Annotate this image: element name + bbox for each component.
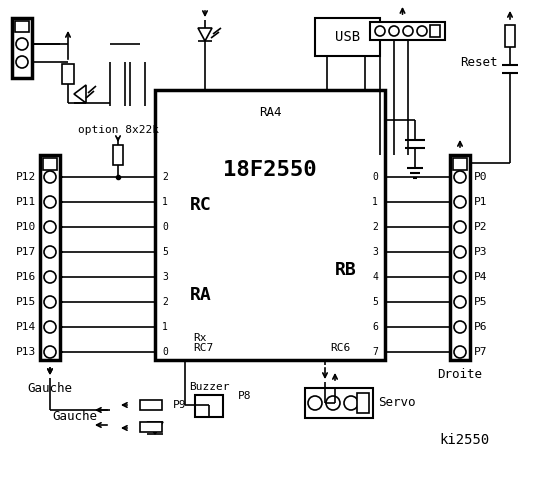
Text: 1: 1: [162, 322, 168, 332]
Text: P9: P9: [173, 400, 187, 410]
Text: 2: 2: [162, 172, 168, 182]
Text: RA: RA: [190, 286, 212, 304]
Text: RC7: RC7: [193, 343, 213, 353]
Text: 2: 2: [372, 222, 378, 232]
Text: 0: 0: [162, 347, 168, 357]
Text: RC6: RC6: [330, 343, 350, 353]
Text: 5: 5: [162, 247, 168, 257]
Bar: [430, 25, 440, 37]
Text: 1: 1: [372, 197, 378, 207]
Text: P2: P2: [474, 222, 488, 232]
Text: P17: P17: [15, 247, 36, 257]
Bar: [370, 22, 445, 40]
Text: P5: P5: [474, 297, 488, 307]
Bar: [43, 158, 57, 170]
Text: RB: RB: [335, 261, 357, 279]
Text: 5: 5: [372, 297, 378, 307]
Bar: [305, 388, 373, 418]
Text: ki2550: ki2550: [440, 433, 490, 447]
Bar: [140, 422, 162, 432]
Bar: [195, 395, 223, 417]
Bar: [155, 90, 385, 360]
Bar: [140, 400, 162, 410]
Text: P4: P4: [474, 272, 488, 282]
Text: 2: 2: [162, 297, 168, 307]
Bar: [12, 18, 32, 78]
Bar: [40, 155, 60, 360]
Bar: [505, 25, 515, 47]
Text: Gauche: Gauche: [28, 382, 72, 395]
Text: Gauche: Gauche: [53, 410, 97, 423]
Text: RC: RC: [190, 196, 212, 214]
Text: 6: 6: [372, 322, 378, 332]
Text: Buzzer: Buzzer: [189, 382, 229, 392]
Bar: [453, 158, 467, 170]
Text: P13: P13: [15, 347, 36, 357]
Text: P8: P8: [238, 391, 252, 401]
Text: Droite: Droite: [437, 368, 483, 381]
Text: P0: P0: [474, 172, 488, 182]
Bar: [315, 18, 380, 56]
Text: 18F2550: 18F2550: [223, 160, 317, 180]
Bar: [15, 21, 29, 32]
Text: P15: P15: [15, 297, 36, 307]
Bar: [450, 155, 470, 360]
Text: P7: P7: [474, 347, 488, 357]
Text: P11: P11: [15, 197, 36, 207]
Text: 7: 7: [372, 347, 378, 357]
Text: option 8x22k: option 8x22k: [77, 125, 159, 135]
Text: P16: P16: [15, 272, 36, 282]
Text: P3: P3: [474, 247, 488, 257]
Text: 4: 4: [372, 272, 378, 282]
Text: Rx: Rx: [193, 333, 206, 343]
Text: 3: 3: [162, 272, 168, 282]
Text: 1: 1: [162, 197, 168, 207]
Text: 0: 0: [162, 222, 168, 232]
Bar: [357, 393, 369, 413]
Text: P6: P6: [474, 322, 488, 332]
Bar: [62, 64, 74, 84]
Text: RA4: RA4: [259, 106, 281, 119]
Text: Reset: Reset: [461, 56, 498, 69]
Bar: [113, 145, 123, 165]
Text: P12: P12: [15, 172, 36, 182]
Text: USB: USB: [335, 30, 360, 44]
Text: 3: 3: [372, 247, 378, 257]
Text: P10: P10: [15, 222, 36, 232]
Text: P14: P14: [15, 322, 36, 332]
Text: P1: P1: [474, 197, 488, 207]
Text: Servo: Servo: [378, 396, 415, 409]
Text: 0: 0: [372, 172, 378, 182]
